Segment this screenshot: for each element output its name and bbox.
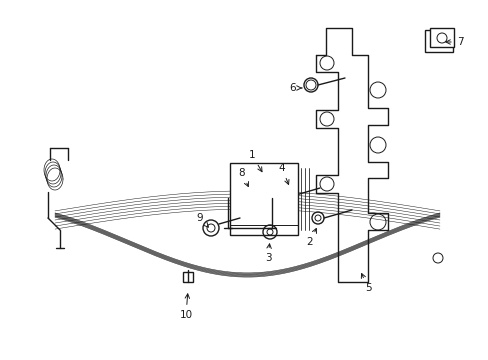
Bar xyxy=(229,163,297,235)
Text: 4: 4 xyxy=(278,163,288,184)
Text: 7: 7 xyxy=(445,37,462,47)
Text: 3: 3 xyxy=(264,244,271,263)
Bar xyxy=(429,28,453,47)
Text: 8: 8 xyxy=(238,168,248,186)
Bar xyxy=(424,30,452,52)
Text: 5: 5 xyxy=(361,274,370,293)
Text: 9: 9 xyxy=(196,213,208,227)
Bar xyxy=(183,272,193,282)
Text: 10: 10 xyxy=(179,294,192,320)
Text: 6: 6 xyxy=(289,83,301,93)
Text: 1: 1 xyxy=(248,150,262,172)
Text: 2: 2 xyxy=(306,229,316,247)
